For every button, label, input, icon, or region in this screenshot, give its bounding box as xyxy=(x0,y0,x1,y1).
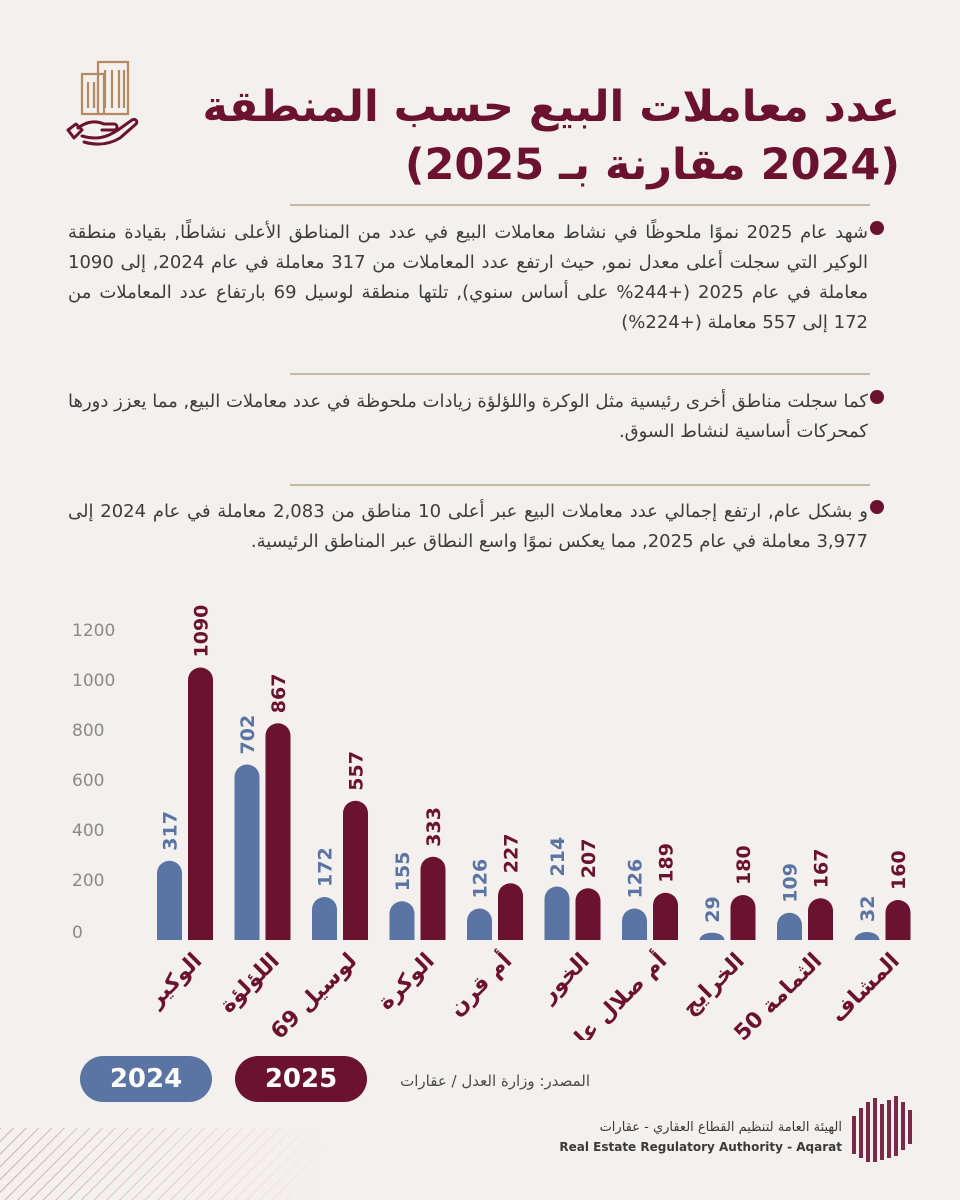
bar-2025 xyxy=(420,856,446,940)
value-label-2025: 227 xyxy=(501,834,523,874)
bar-2025 xyxy=(343,800,368,940)
value-label-2025: 333 xyxy=(423,807,445,847)
category-label: الخور xyxy=(535,949,594,1008)
value-label-2025: 207 xyxy=(578,839,600,879)
decorative-hatch xyxy=(0,1128,330,1200)
paragraph-2: كما سجلت مناطق أخرى رئيسية مثل الوكرة وا… xyxy=(68,391,868,442)
legend-2024: 2024 xyxy=(80,1056,212,1102)
value-label-2025: 160 xyxy=(888,850,910,890)
title-line-1: عدد معاملات البيع حسب المنطقة xyxy=(202,82,901,132)
bar-2025 xyxy=(653,892,678,940)
bullet-dot-3 xyxy=(870,500,884,514)
bar-2024 xyxy=(157,860,182,940)
bar-2024 xyxy=(234,764,260,940)
bar-2025 xyxy=(808,898,833,940)
category-label: أم قرن xyxy=(441,946,517,1022)
bar-2025 xyxy=(885,900,911,940)
value-label-2024: 32 xyxy=(857,896,879,922)
value-label-2025: 1090 xyxy=(191,605,213,658)
value-label-2025: 180 xyxy=(733,845,755,885)
bar-2024 xyxy=(312,897,337,940)
y-tick-label: 400 xyxy=(72,821,104,841)
divider-2 xyxy=(290,373,870,375)
value-label-2024: 172 xyxy=(315,847,337,887)
org-name-english: Real Estate Regulatory Authority - Aqara… xyxy=(559,1140,842,1154)
y-tick-label: 1200 xyxy=(72,621,115,641)
value-label-2025: 557 xyxy=(346,751,368,791)
divider-1 xyxy=(290,204,870,206)
bar-2024 xyxy=(467,908,492,940)
value-label-2024: 317 xyxy=(160,811,182,851)
category-label: المشاف xyxy=(826,949,905,1028)
bar-2024 xyxy=(777,912,802,940)
title-line-2: (2024 مقارنة بـ 2025) xyxy=(404,140,900,190)
value-label-2024: 126 xyxy=(470,859,492,899)
building-hand-icon xyxy=(66,60,139,146)
source-note: المصدر: وزارة العدل / عقارات xyxy=(400,1072,590,1090)
paragraph-3: و بشكل عام, ارتفع إجمالي عدد معاملات الب… xyxy=(68,501,868,552)
category-label: اللؤلؤة xyxy=(215,949,285,1019)
bar-2025 xyxy=(575,888,601,940)
bar-2024 xyxy=(622,908,647,940)
bullet-dot-1 xyxy=(870,221,884,235)
value-label-2024: 126 xyxy=(625,859,647,899)
y-tick-label: 1000 xyxy=(72,671,115,691)
value-label-2024: 214 xyxy=(547,837,569,877)
aqarat-logo-icon xyxy=(852,1096,912,1162)
value-label-2024: 109 xyxy=(780,863,802,903)
y-tick-label: 0 xyxy=(72,923,83,943)
y-tick-label: 600 xyxy=(72,771,104,791)
category-label: الخرايج xyxy=(678,949,750,1021)
bar-2024 xyxy=(389,901,415,940)
bar-2025 xyxy=(188,667,213,940)
value-label-2024: 29 xyxy=(702,896,724,922)
y-tick-label: 800 xyxy=(72,721,104,741)
bar-2024 xyxy=(854,932,880,940)
bar-2024 xyxy=(699,932,725,940)
page-title: عدد معاملات البيع حسب المنطقة (2024 مقار… xyxy=(140,78,901,194)
bar-2024 xyxy=(544,886,570,940)
category-label: الوكير xyxy=(143,949,207,1013)
paragraph-1: شهد عام 2025 نموًا ملحوظًا في نشاط معامل… xyxy=(68,222,869,333)
value-label-2025: 167 xyxy=(811,849,833,889)
value-label-2024: 155 xyxy=(392,852,414,892)
y-tick-label: 200 xyxy=(72,871,104,891)
legend-2025: 2025 xyxy=(235,1056,367,1102)
bar-2025 xyxy=(265,723,291,940)
bar-2025 xyxy=(730,895,756,940)
bar-chart: 0 200 400 600 800 1000 1200 317 1090 الوكير 702 867… xyxy=(72,605,911,1040)
bar-2025 xyxy=(498,883,523,940)
value-label-2025: 189 xyxy=(656,843,678,883)
value-label-2025: 867 xyxy=(268,674,290,714)
category-label: الوكرة xyxy=(373,949,440,1016)
bullet-dot-2 xyxy=(870,390,884,404)
value-label-2024: 702 xyxy=(237,715,259,755)
org-name-arabic: الهيئة العامة لتنظيم القطاع العقاري - عق… xyxy=(599,1120,842,1135)
divider-3 xyxy=(290,484,870,486)
